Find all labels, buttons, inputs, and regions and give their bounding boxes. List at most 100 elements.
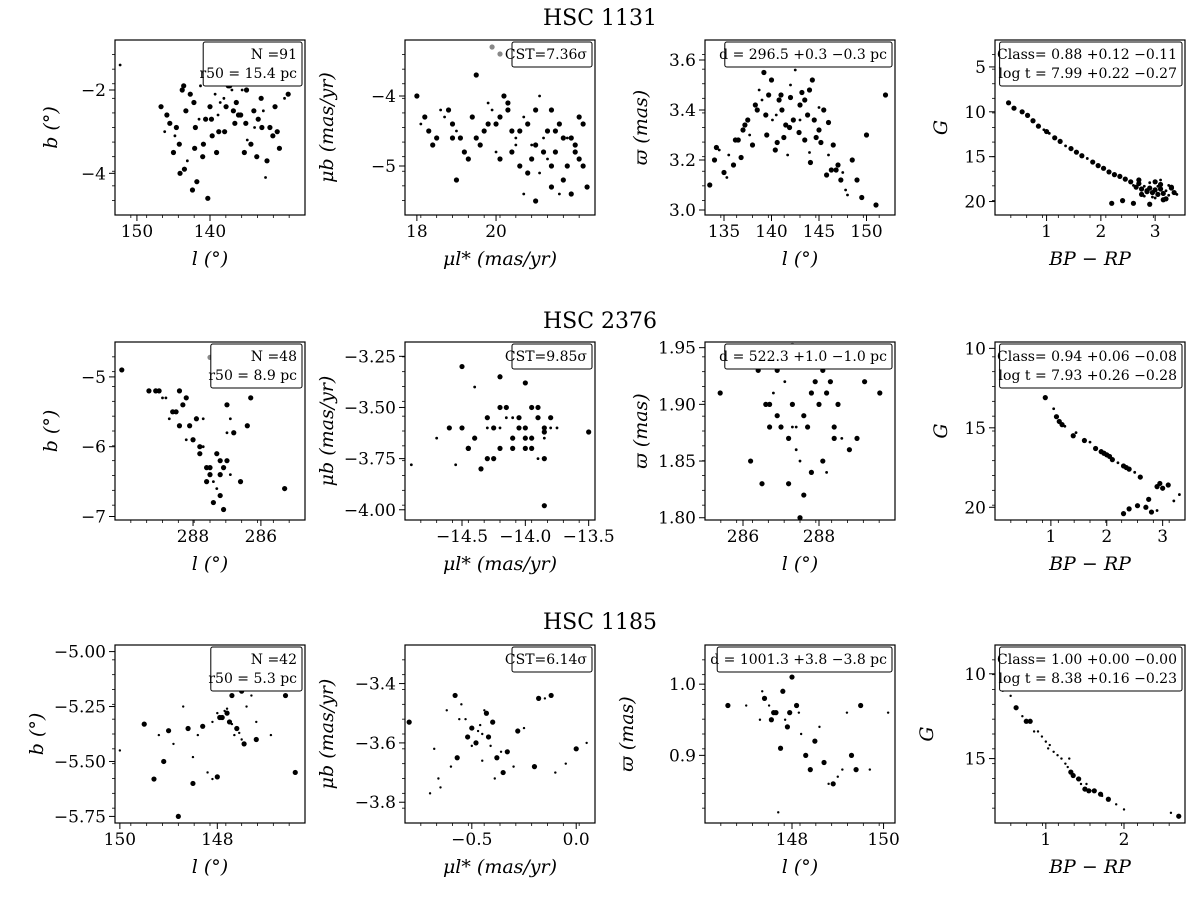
data-point xyxy=(1086,788,1092,794)
data-point xyxy=(264,176,267,179)
data-point xyxy=(789,401,796,407)
y-tick-label: 10 xyxy=(964,339,986,359)
data-point xyxy=(821,759,827,766)
y-tick-label: −5.50 xyxy=(54,752,106,772)
data-point xyxy=(1146,496,1152,502)
panel-plx: 135 140 145 150 3.6 3.4 3.2 3.0 l (°) ϖ (mas) d = … xyxy=(630,39,896,270)
data-point xyxy=(1156,184,1160,188)
data-point xyxy=(827,153,830,157)
data-point xyxy=(196,733,200,737)
data-point xyxy=(1064,762,1067,765)
data-point xyxy=(473,385,477,389)
x-tick-label: −14.5 xyxy=(436,527,488,547)
data-point xyxy=(1144,188,1150,194)
data-point xyxy=(1117,173,1123,180)
data-point xyxy=(455,129,458,133)
x-tick-label: 288 xyxy=(803,527,835,547)
data-point xyxy=(192,124,198,131)
data-point xyxy=(783,718,787,721)
data-point xyxy=(854,177,860,183)
x-axis-label: BP − RP xyxy=(1048,856,1132,878)
data-point xyxy=(504,416,508,420)
x-tick-label: 0.0 xyxy=(563,830,590,850)
data-point xyxy=(173,134,177,138)
data-point xyxy=(245,138,249,142)
data-point xyxy=(538,94,541,98)
data-point xyxy=(259,124,265,131)
data-point xyxy=(493,777,496,780)
data-point xyxy=(1074,431,1078,434)
plot-frame xyxy=(404,341,596,521)
annotation-text: log t = 7.99 +0.22 −0.27 xyxy=(999,66,1177,82)
data-point xyxy=(827,379,834,385)
data-point xyxy=(485,426,489,430)
y-tick-label: −4 xyxy=(371,87,396,107)
data-point xyxy=(179,87,185,93)
data-point xyxy=(225,431,229,435)
data-point xyxy=(230,88,234,92)
data-point xyxy=(817,106,821,109)
data-point xyxy=(536,695,542,702)
data-point xyxy=(752,102,758,108)
data-point xyxy=(210,499,216,506)
data-point xyxy=(161,396,164,400)
data-point xyxy=(481,732,484,736)
highlight-point xyxy=(497,51,503,57)
data-points xyxy=(707,42,889,208)
data-point xyxy=(470,744,474,748)
data-point xyxy=(176,423,183,429)
data-point xyxy=(525,121,531,127)
data-point xyxy=(835,401,841,407)
data-point xyxy=(510,435,516,441)
data-point xyxy=(469,725,475,731)
data-point xyxy=(1047,131,1051,135)
data-point xyxy=(211,720,214,724)
annotation-text: Class= 0.88 +0.12 −0.11 xyxy=(997,47,1177,63)
data-point xyxy=(546,157,549,161)
data-point xyxy=(207,465,213,471)
data-point xyxy=(585,741,588,745)
data-point xyxy=(437,777,440,780)
data-point xyxy=(794,425,798,429)
data-point xyxy=(204,479,210,485)
data-point xyxy=(778,92,784,98)
data-point xyxy=(225,707,229,710)
data-point xyxy=(831,435,837,441)
data-point xyxy=(1011,105,1017,111)
data-point xyxy=(808,469,815,475)
data-point xyxy=(717,148,721,152)
data-point xyxy=(243,120,249,126)
data-point xyxy=(749,142,756,148)
data-point xyxy=(772,147,778,153)
data-point xyxy=(216,129,222,135)
data-point xyxy=(542,136,545,140)
data-point xyxy=(1109,457,1115,463)
data-point xyxy=(208,116,215,122)
data-point xyxy=(760,98,764,102)
data-point xyxy=(272,104,278,110)
data-point xyxy=(1052,407,1056,411)
data-point xyxy=(248,141,254,147)
data-point xyxy=(529,156,535,162)
data-point xyxy=(1082,786,1088,792)
data-point xyxy=(576,156,582,162)
data-point xyxy=(1178,493,1181,496)
annotation-box xyxy=(716,646,893,673)
data-point xyxy=(777,811,780,814)
data-point xyxy=(740,127,746,133)
y-tick-label: 3.6 xyxy=(669,51,696,71)
data-point xyxy=(406,719,412,725)
y-tick-label: −4.00 xyxy=(344,501,396,521)
data-points xyxy=(119,354,288,513)
data-point xyxy=(1076,776,1082,782)
data-point xyxy=(245,705,248,708)
data-point xyxy=(1052,135,1058,141)
data-point xyxy=(1030,118,1036,124)
annotation-box xyxy=(511,41,593,68)
data-point xyxy=(176,388,183,394)
data-point xyxy=(1040,735,1044,738)
data-point xyxy=(1165,482,1171,488)
data-point xyxy=(491,425,497,431)
x-tick-label: 140 xyxy=(755,222,787,242)
